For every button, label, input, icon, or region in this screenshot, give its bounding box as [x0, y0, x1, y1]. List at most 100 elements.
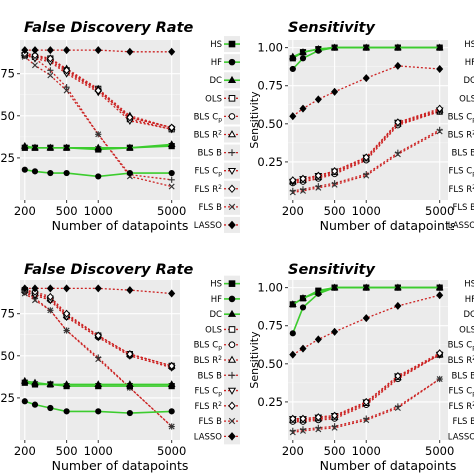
chart-panel-3: False Discovery Rate .25 .50 .75 200 500 1000 5… — [0, 262, 244, 473]
x-tick-label: 5000 — [157, 444, 186, 458]
legend-label-sub: p — [218, 345, 222, 352]
legend-label-fls-cp: FLS Cp — [195, 167, 223, 178]
legend-label-bls-cp: BLS Cp — [194, 112, 223, 123]
point-dc — [299, 294, 307, 301]
legend-key-fls-cp — [227, 387, 237, 395]
legend-key-ols — [228, 95, 236, 102]
y-tick-label: 0.75 — [257, 79, 283, 93]
point-fls-b — [63, 87, 70, 94]
point-fls-r2 — [126, 113, 134, 122]
point-hf — [289, 65, 296, 73]
legend-label-dc: DC — [464, 310, 474, 320]
point-dc — [126, 380, 134, 388]
point-fls-r2 — [126, 350, 134, 359]
point-dc — [330, 43, 339, 51]
point-bls-b — [47, 67, 54, 74]
legend-label-lasso: LASSO — [194, 432, 223, 442]
x-tick-label: 5000 — [157, 204, 186, 218]
legend-label-hs: HS — [210, 40, 222, 50]
data-layer — [20, 46, 176, 190]
point-fls-b — [21, 53, 28, 60]
legend-label-lasso: LASSO — [448, 432, 474, 442]
legend-key-bls-b — [228, 371, 236, 379]
legend-label-sub: 2 — [472, 355, 474, 362]
point-fls-b — [32, 62, 38, 69]
point-hf — [168, 169, 175, 177]
legend-label-sub: 2 — [218, 130, 222, 137]
series-fls-r2 — [289, 104, 444, 185]
point-fls-r2 — [362, 397, 370, 406]
x-tick-label: 1000 — [352, 204, 381, 218]
chart-panel-1: False Discovery Rate .25 .50 .75 200 500 1000 5… — [0, 20, 244, 234]
point-fls-b — [315, 426, 322, 433]
point-lasso — [331, 87, 339, 96]
point-lasso — [21, 284, 29, 293]
point-hf — [168, 408, 175, 415]
point-lasso — [299, 104, 307, 113]
chart-panel-4: Sensitivity 0.25 0.50 0.75 1.00 200 500 1000 500… — [248, 262, 474, 473]
series-fls-r2 — [289, 349, 444, 423]
point-fls-r2 — [63, 66, 71, 75]
series-fls-b — [289, 128, 443, 196]
legend-label-fls-b: FLS B — [198, 203, 222, 213]
point-fls-r2 — [362, 153, 370, 162]
legend-label-bls-r2: BLS R2 — [194, 130, 223, 141]
y-tick-label: 1.00 — [257, 41, 283, 55]
x-tick-label: 1000 — [352, 444, 381, 458]
legend: HS HF DC OLS BLS Cp BLS R2 BLS B FLS Cp FLS R2 FL… — [448, 35, 474, 234]
series-dc — [20, 140, 176, 151]
point-hf — [95, 173, 102, 180]
x-tick-label: 1000 — [84, 204, 113, 218]
point-lasso — [94, 46, 102, 55]
point-hf — [31, 168, 39, 175]
point-fls-r2 — [94, 86, 102, 95]
point-fls-r2 — [436, 349, 444, 358]
legend-label-fls-r2: FLS R2 — [195, 184, 223, 195]
plot-background — [288, 40, 448, 200]
y-tick-label: .25 — [0, 391, 15, 405]
legend-label-bls-r2: BLS R2 — [448, 130, 474, 141]
point-lasso — [394, 301, 402, 310]
y-tick-label: .75 — [0, 307, 15, 321]
series-dc — [288, 283, 444, 307]
point-dc — [46, 143, 55, 151]
point-dc — [126, 143, 134, 151]
data-layer — [288, 43, 444, 196]
panel-title: Sensitivity — [288, 20, 375, 36]
point-dc — [31, 143, 39, 151]
legend-label-sub: p — [472, 391, 474, 398]
point-fls-r2 — [331, 411, 339, 420]
point-hf — [299, 55, 307, 62]
legend-label-bls-cp: BLS Cp — [194, 341, 223, 352]
series-lasso — [21, 284, 176, 298]
point-dc — [299, 48, 307, 55]
legend-label-sub: 2 — [218, 401, 222, 408]
point-dc — [46, 380, 55, 388]
legend-label-fls-cp: FLS Cp — [449, 387, 474, 398]
point-hf — [31, 401, 39, 408]
series-lasso — [289, 291, 444, 359]
point-fls-r2 — [168, 123, 176, 132]
legend-key-fls-b — [228, 203, 236, 211]
y-tick-label: .50 — [0, 349, 15, 363]
point-lasso — [436, 291, 444, 300]
point-fls-r2 — [314, 413, 322, 422]
panel-title: Sensitivity — [288, 262, 375, 278]
legend-key-fls-r2 — [228, 184, 236, 194]
point-hf — [126, 409, 133, 417]
x-tick-label: 5000 — [425, 204, 454, 218]
point-fls-b — [300, 187, 306, 194]
point-lasso — [394, 61, 402, 70]
point-fls-r2 — [168, 361, 176, 370]
point-fls-r2 — [394, 371, 402, 381]
legend-key-dc — [227, 75, 237, 83]
point-hf — [63, 408, 70, 415]
point-lasso — [289, 112, 297, 121]
point-lasso — [299, 344, 307, 353]
x-axis-title: Number of datapoints — [52, 218, 189, 233]
y-tick-label: .75 — [0, 67, 15, 81]
legend-key-fls-b — [228, 417, 236, 425]
y-axis-title: Sensitivity — [248, 91, 261, 149]
point-fls-r2 — [331, 167, 339, 176]
legend-label-bls-b: BLS B — [198, 371, 223, 381]
